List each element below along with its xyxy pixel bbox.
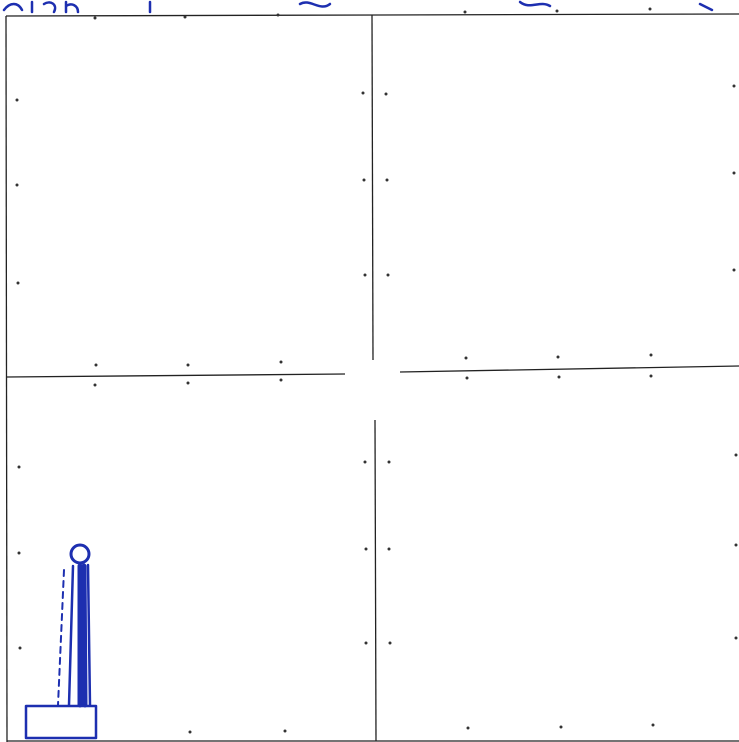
dot [188,730,192,734]
dot [186,363,190,367]
dot [283,729,287,733]
guide-dots [15,7,738,734]
horizontal-divider-right [399,365,739,373]
dot [362,178,366,182]
dot [17,551,21,555]
dot [466,726,470,730]
sketch-dashed-line [57,569,65,706]
dot [276,13,280,17]
left-border [5,15,8,742]
dot [361,91,365,95]
dot [15,183,19,187]
dot [649,374,653,378]
dot [186,381,190,385]
blue-sketch [24,543,98,740]
dot [387,460,391,464]
grid-frame [5,13,739,742]
dot [732,268,736,272]
dot [387,547,391,551]
dot [649,353,653,357]
sketch-post-left [67,564,75,707]
dot [385,178,389,182]
dot [17,465,21,469]
vertical-divider-lower [374,419,377,742]
dot [559,725,563,729]
sketch-knob [69,543,91,565]
dot [279,360,283,364]
dot [648,7,652,11]
dot [556,355,560,359]
sketch-base [24,704,98,740]
dot [464,356,468,360]
dot [734,543,738,547]
dot [734,636,738,640]
dot [94,363,98,367]
dot [732,171,736,175]
cut-off-handwriting [2,0,714,14]
dot [363,273,367,277]
sketch-post-right [86,563,92,707]
dot [465,376,469,380]
dot [18,646,22,650]
dot [15,98,19,102]
horizontal-divider-left [6,373,346,378]
dot [384,92,388,96]
dot [386,273,390,277]
dot [557,375,561,379]
dot [734,453,738,457]
dot [732,84,736,88]
sketch-post-fill [77,563,88,708]
dot [388,641,392,645]
dot [183,15,187,19]
dot [651,723,655,727]
dot [16,281,20,285]
dot [555,9,559,13]
dot [93,16,97,20]
dot [364,547,368,551]
dot [93,383,97,387]
dot [279,378,283,382]
dot [363,460,367,464]
dot [364,641,368,645]
vertical-divider-upper [371,14,374,361]
dot [463,10,467,14]
